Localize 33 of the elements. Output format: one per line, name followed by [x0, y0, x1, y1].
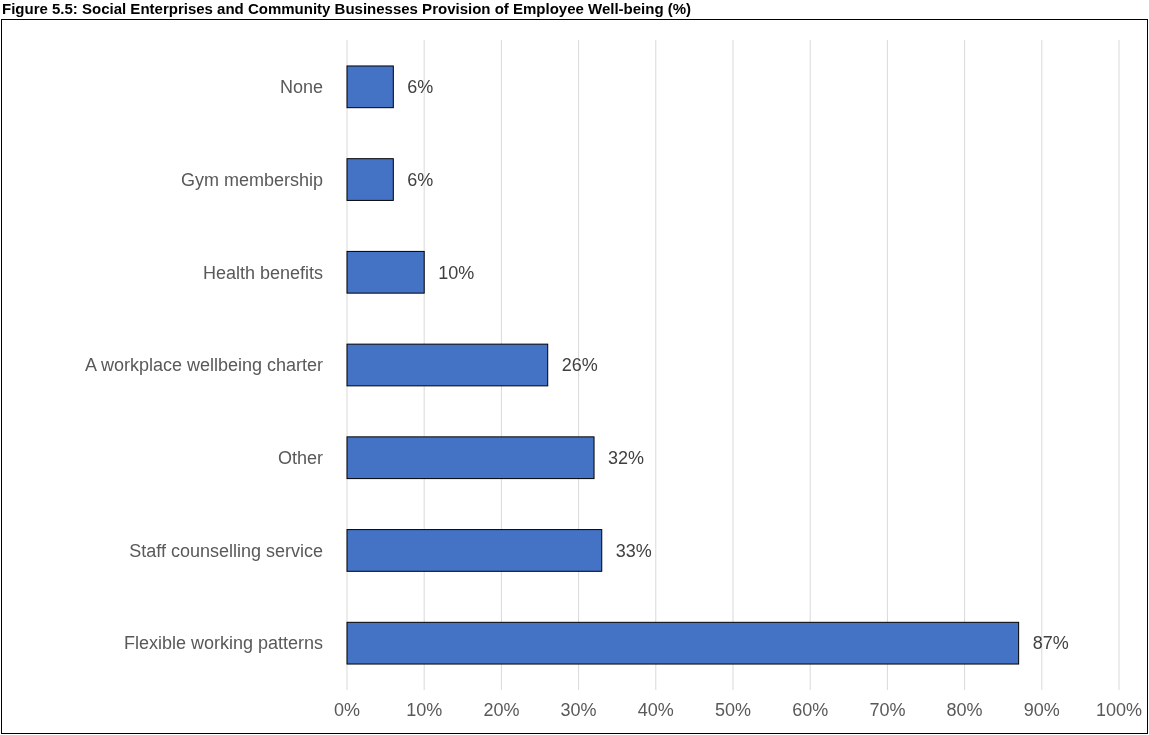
- x-tick-label: 80%: [946, 700, 983, 720]
- y-tick-label: Health benefits: [202, 262, 323, 283]
- y-tick-label: Gym membership: [180, 169, 323, 190]
- x-tick-label: 60%: [792, 700, 829, 720]
- x-tick-label: 0%: [333, 700, 361, 720]
- data-label: 32%: [608, 448, 645, 469]
- x-tick-label: 40%: [637, 700, 674, 720]
- bar: [346, 621, 1020, 665]
- data-label: 87%: [1032, 633, 1069, 654]
- data-label: 6%: [407, 77, 434, 98]
- y-tick-label: Staff counselling service: [129, 540, 323, 561]
- x-tick-label: 30%: [560, 700, 597, 720]
- bar: [346, 158, 394, 201]
- x-tick-label: 20%: [483, 700, 520, 720]
- bar: [346, 343, 549, 387]
- x-tick-label: 50%: [714, 700, 752, 720]
- x-tick-label: 100%: [1095, 700, 1143, 720]
- bar: [346, 65, 394, 109]
- data-label: 10%: [438, 262, 475, 283]
- bar: [346, 436, 595, 480]
- x-tick-label: 90%: [1023, 700, 1060, 720]
- data-label: 26%: [561, 355, 598, 376]
- y-tick-label: A workplace wellbeing charter: [84, 355, 323, 376]
- y-tick-label: Other: [277, 448, 323, 469]
- data-label: 33%: [615, 540, 652, 561]
- bar: [346, 529, 603, 572]
- data-label: 6%: [407, 169, 434, 190]
- y-tick-label: None: [279, 77, 323, 98]
- x-tick-label: 70%: [869, 700, 906, 720]
- bar: [346, 250, 425, 294]
- y-tick-label: Flexible working patterns: [123, 633, 323, 654]
- x-tick-label: 10%: [406, 700, 443, 720]
- chart-title: Figure 5.5: Social Enterprises and Community Businesses Provision of Employee Well-being (%): [2, 0, 692, 17]
